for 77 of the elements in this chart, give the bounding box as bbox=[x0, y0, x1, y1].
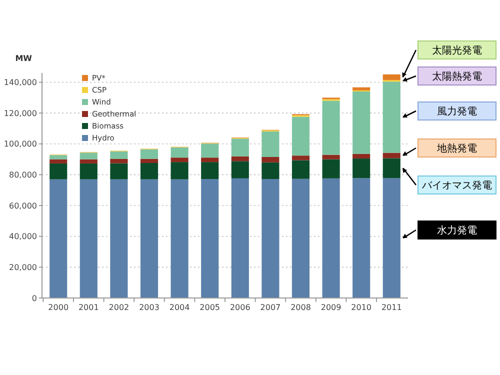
bar bbox=[382, 158, 400, 178]
bar bbox=[382, 152, 400, 158]
text: 水力発電 bbox=[437, 224, 477, 236]
x-tick-label: 2009 bbox=[320, 303, 342, 312]
bar bbox=[80, 159, 98, 164]
bar bbox=[50, 155, 68, 160]
bar bbox=[201, 144, 219, 158]
bar bbox=[140, 149, 158, 159]
bar bbox=[322, 159, 340, 178]
bar bbox=[201, 158, 219, 162]
x-tick-label: 2001 bbox=[78, 303, 99, 312]
text: バイオマス発電 bbox=[421, 180, 492, 192]
bar bbox=[292, 116, 310, 156]
bar bbox=[50, 163, 68, 180]
bar bbox=[50, 179, 68, 298]
bar bbox=[231, 156, 249, 162]
bar bbox=[80, 179, 98, 298]
bar bbox=[170, 158, 188, 162]
bar bbox=[140, 163, 158, 180]
bar bbox=[110, 163, 128, 180]
bar bbox=[262, 179, 280, 298]
bar bbox=[140, 179, 158, 298]
bar bbox=[382, 178, 400, 298]
bar bbox=[382, 82, 400, 153]
text: 地熱発電 bbox=[436, 142, 477, 154]
bar bbox=[140, 158, 158, 163]
bar bbox=[262, 131, 280, 157]
bar bbox=[170, 162, 188, 180]
bar bbox=[292, 178, 310, 298]
bar bbox=[231, 178, 249, 298]
y-tick-label: 0 bbox=[32, 294, 37, 303]
bar bbox=[80, 163, 98, 180]
bar bbox=[50, 159, 68, 164]
y-tick-label: 20,000 bbox=[9, 262, 37, 272]
bar bbox=[322, 100, 340, 155]
text: 太陽熱発電 bbox=[432, 70, 482, 82]
bar bbox=[231, 138, 249, 156]
bar bbox=[80, 152, 98, 160]
bar bbox=[322, 154, 340, 160]
bar bbox=[352, 178, 370, 298]
x-tick-label: 2000 bbox=[48, 303, 69, 312]
bar bbox=[201, 162, 219, 180]
x-tick-label: 2008 bbox=[290, 303, 311, 312]
x-tick-label: 2010 bbox=[351, 303, 372, 312]
bar bbox=[110, 179, 128, 298]
y-tick-label: 60,000 bbox=[9, 201, 37, 210]
bar bbox=[352, 87, 370, 90]
y-tick-label: 120,000 bbox=[4, 108, 37, 118]
x-tick-label: 2005 bbox=[200, 303, 220, 312]
bar bbox=[352, 154, 370, 159]
bar bbox=[352, 91, 370, 154]
y-tick-label: 140,000 bbox=[4, 78, 37, 88]
text: 太陽光発電 bbox=[432, 44, 482, 56]
bar bbox=[201, 179, 219, 298]
x-tick-label: 2007 bbox=[260, 303, 281, 312]
bar bbox=[262, 162, 280, 180]
bar bbox=[170, 147, 188, 158]
x-tick-label: 2011 bbox=[381, 303, 402, 312]
y-tick-label: 100,000 bbox=[4, 140, 37, 149]
x-tick-label: 2004 bbox=[169, 303, 190, 312]
bar bbox=[292, 156, 310, 160]
y-tick-label: 80,000 bbox=[9, 170, 37, 180]
y-tick-label: 40,000 bbox=[9, 232, 37, 242]
bar bbox=[262, 156, 280, 162]
y-axis-title: MW bbox=[15, 54, 32, 63]
x-tick-label: 2003 bbox=[139, 303, 160, 312]
bar bbox=[231, 161, 249, 178]
text: 風力発電 bbox=[437, 106, 477, 118]
bar bbox=[382, 74, 400, 80]
bar bbox=[292, 160, 310, 179]
x-tick-label: 2006 bbox=[230, 303, 250, 312]
bar bbox=[352, 158, 370, 178]
bar bbox=[322, 178, 340, 298]
bar bbox=[110, 151, 128, 159]
bar bbox=[170, 179, 188, 298]
bar bbox=[110, 158, 128, 164]
x-tick-label: 2002 bbox=[108, 303, 130, 312]
